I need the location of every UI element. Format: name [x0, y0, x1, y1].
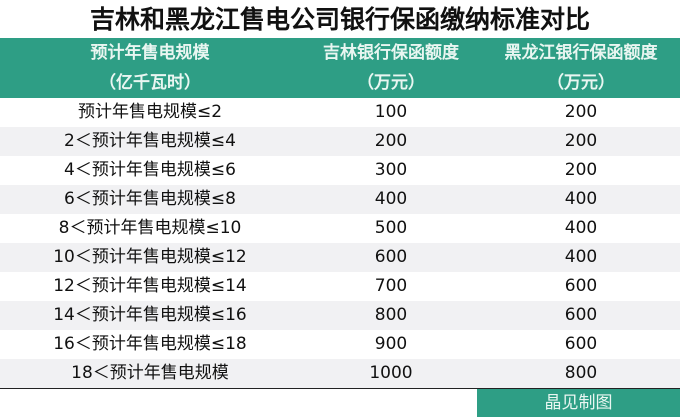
- jilin-cell: 300: [374, 160, 408, 180]
- table-row: 8＜预计年售电规模≤10 500 400: [0, 214, 680, 243]
- table-row: 10＜预计年售电规模≤12 600 400: [0, 243, 680, 272]
- header-heilongjiang-unit: （万元）: [482, 68, 680, 98]
- heilongjiang-cell: 600: [564, 276, 598, 296]
- jilin-cell: 400: [300, 185, 482, 214]
- table-row: 预计年售电规模≤2 100 200: [0, 98, 680, 127]
- table-row: 16＜预计年售电规模≤18 900 600: [0, 330, 680, 359]
- scale-cell: 12＜预计年售电规模≤14: [53, 276, 247, 296]
- scale-cell: 8＜预计年售电规模≤10: [58, 218, 242, 238]
- source-credit: 晶见制图: [477, 389, 680, 417]
- jilin-cell: 700: [374, 276, 408, 296]
- jilin-cell: 800: [300, 301, 482, 330]
- jilin-cell: 200: [300, 127, 482, 156]
- scale-cell: 18＜预计年售电规模: [0, 359, 300, 389]
- heilongjiang-cell: 200: [482, 127, 680, 156]
- scale-cell: 10＜预计年售电规模≤12: [0, 243, 300, 272]
- table-row: 18＜预计年售电规模 1000 800: [0, 359, 680, 389]
- heilongjiang-cell: 400: [482, 185, 680, 214]
- table-row: 6＜预计年售电规模≤8 400 400: [0, 185, 680, 214]
- scale-cell: 4＜预计年售电规模≤6: [64, 160, 236, 180]
- page-title: 吉林和黑龙江售电公司银行保函缴纳标准对比: [89, 5, 590, 34]
- scale-cell: 2＜预计年售电规模≤4: [0, 127, 300, 156]
- header-scale-unit: （亿千瓦时）: [0, 68, 300, 98]
- jilin-cell: 600: [300, 243, 482, 272]
- jilin-cell: 100: [374, 102, 408, 122]
- jilin-cell: 900: [374, 334, 408, 354]
- table-row: 12＜预计年售电规模≤14 700 600: [0, 272, 680, 301]
- heilongjiang-cell: 600: [482, 301, 680, 330]
- heilongjiang-cell: 600: [564, 334, 598, 354]
- scale-cell: 6＜预计年售电规模≤8: [0, 185, 300, 214]
- scale-cell: 16＜预计年售电规模≤18: [53, 334, 247, 354]
- heilongjiang-cell: 200: [564, 160, 598, 180]
- header-heilongjiang: 黑龙江银行保函额度: [482, 38, 680, 68]
- table-row: 4＜预计年售电规模≤6 300 200: [0, 156, 680, 185]
- heilongjiang-cell: 200: [564, 102, 598, 122]
- scale-cell: 14＜预计年售电规模≤16: [0, 301, 300, 330]
- heilongjiang-cell: 800: [482, 359, 680, 389]
- jilin-cell: 1000: [300, 359, 482, 389]
- jilin-cell: 500: [374, 218, 408, 238]
- heilongjiang-cell: 400: [482, 243, 680, 272]
- header-jilin: 吉林银行保函额度: [300, 38, 482, 68]
- header-scale: 预计年售电规模: [0, 38, 300, 68]
- heilongjiang-cell: 400: [564, 218, 598, 238]
- table-row: 2＜预计年售电规模≤4 200 200: [0, 127, 680, 156]
- table-row: 14＜预计年售电规模≤16 800 600: [0, 301, 680, 330]
- comparison-table: 预计年售电规模 吉林银行保函额度 黑龙江银行保函额度 （亿千瓦时） （万元） （万元） …: [0, 38, 680, 389]
- header-jilin-unit: （万元）: [300, 68, 482, 98]
- scale-cell: 预计年售电规模≤2: [77, 102, 223, 122]
